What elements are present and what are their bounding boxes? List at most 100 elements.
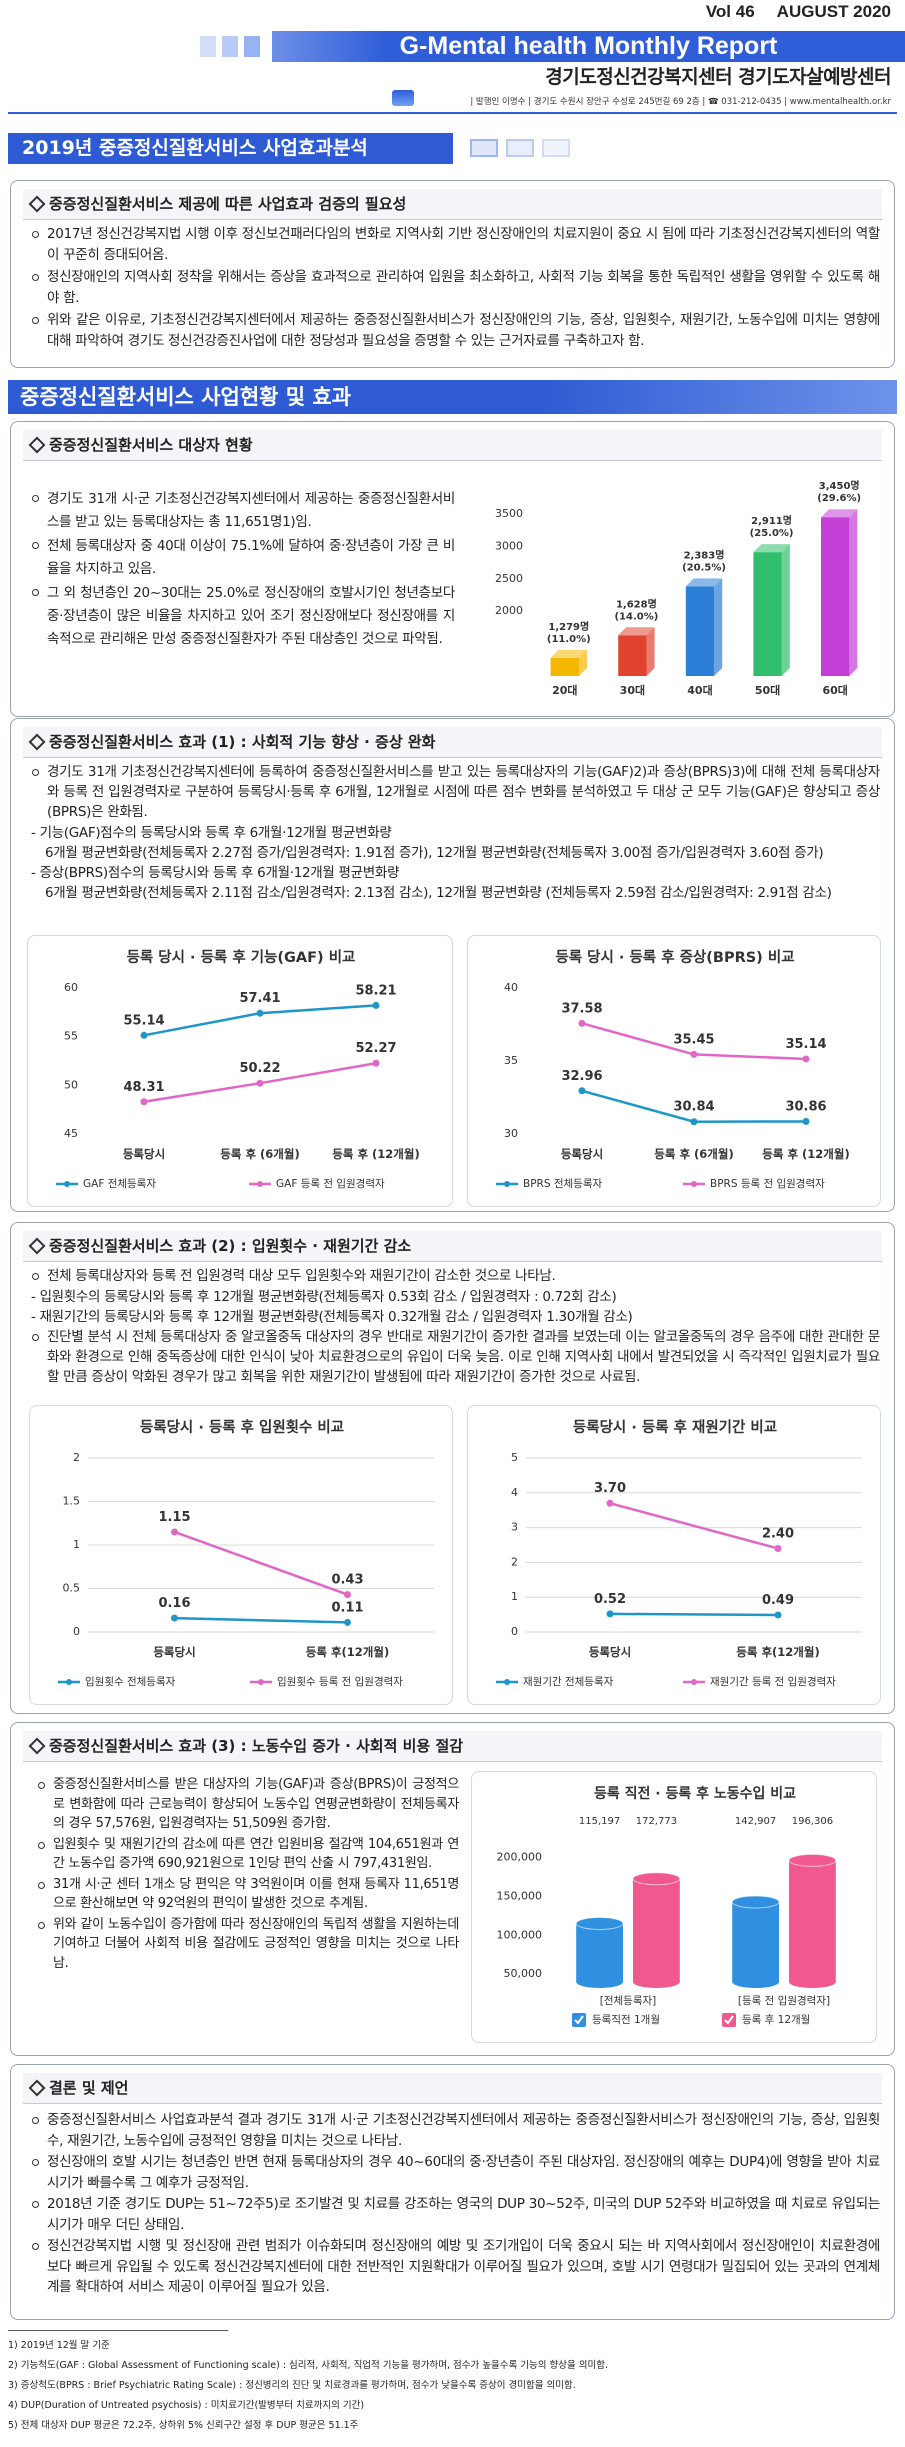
data-point xyxy=(344,1618,351,1626)
bullet: 정신장애인의 지역사회 정착을 위해서는 증상을 효과적으로 관리하여 입원을 … xyxy=(25,267,880,309)
data-point xyxy=(578,1019,586,1027)
bullet: 그 외 청년층인 20~30대는 25.0%로 정신장애의 호발시기인 청년층보… xyxy=(25,582,455,651)
bar-top xyxy=(731,1895,780,1909)
data-label: (25.0%) xyxy=(750,528,794,539)
y-tick-label: 60 xyxy=(64,981,78,994)
y-tick-label: 150,000 xyxy=(497,1889,543,1902)
bar-top xyxy=(618,627,655,636)
footnote: 2) 기능척도(GAF : Global Assessment of Funct… xyxy=(8,2360,608,2371)
bar-side xyxy=(714,578,723,676)
change-label: - 재원기간의 등록당시와 등록 후 12개월 평균변화량(전체등록자 0.32… xyxy=(31,1309,633,1325)
legend-check xyxy=(724,2015,734,2025)
y-tick-label: 45 xyxy=(64,1127,78,1140)
data-label: 115,197 xyxy=(579,1816,620,1827)
y-tick-label: 1 xyxy=(73,1538,80,1551)
data-point xyxy=(372,1001,380,1009)
footnote: 3) 증상척도(BPRS : Brief Psychiatric Rating … xyxy=(8,2380,576,2391)
box-heading: 중증정신질환서비스 효과 (3) : 노동수입 증가 · 사회적 비용 절감 xyxy=(23,1731,882,1762)
bullet: 전체 등록대상자 중 40대 이상이 75.1%에 달하여 중·장년층이 가장 … xyxy=(25,535,455,581)
bar xyxy=(576,1923,623,1982)
data-label: 0.43 xyxy=(331,1573,363,1588)
section-banner: 2019년 중증정신질환서비스 사업효과분석 xyxy=(8,133,453,164)
box-text: 중증정신질환서비스 사업효과분석 결과 경기도 31개 시·군 기초정신건강복지… xyxy=(25,2110,880,2298)
y-tick-label: 100,000 xyxy=(497,1928,543,1941)
issue: Vol 46 AUGUST 2020 xyxy=(706,2,891,22)
bar-top xyxy=(685,578,723,587)
y-tick-label: 0 xyxy=(511,1625,518,1638)
chart-title: 등록당시 · 등록 후 재원기간 비교 xyxy=(573,1418,777,1436)
admission-chart: 등록당시 · 등록 후 입원횟수 비교 0 0.5 1 1.5 2 등록당시 등록 후(12개… xyxy=(29,1405,453,1705)
data-point xyxy=(344,1591,351,1599)
decoration xyxy=(200,36,216,57)
y-tick-label: 2 xyxy=(511,1555,518,1568)
x-tick-label: [등록 전 입원경력자] xyxy=(738,1994,830,2007)
bar-side xyxy=(578,649,587,676)
bullet: 중증정신질환서비스 사업효과분석 결과 경기도 31개 시·군 기초정신건강복지… xyxy=(25,2110,880,2151)
data-label: 142,907 xyxy=(735,1816,776,1827)
y-tick-label: 1 xyxy=(511,1590,518,1603)
change-detail: 6개월 평균변화량(전체등록자 2.11점 감소/입원경력자: 2.13점 감소… xyxy=(45,885,832,901)
y-tick-label: 1.5 xyxy=(63,1495,81,1508)
data-label: 3.70 xyxy=(594,1481,626,1496)
bar-side xyxy=(646,627,655,676)
data-label: 32.96 xyxy=(561,1069,602,1084)
data-label: 1.15 xyxy=(158,1510,190,1525)
footnote: 1) 2019년 12월 말 기준 xyxy=(8,2340,110,2351)
x-tick-label: 50대 xyxy=(755,683,780,697)
data-point xyxy=(140,1098,148,1106)
box-text: 경기도 31개 기초정신건강복지센터에 등록하여 중증정신질환서비스를 받고 있… xyxy=(25,762,880,903)
data-point xyxy=(606,1499,614,1507)
data-point xyxy=(372,1059,380,1067)
decoration xyxy=(542,139,570,157)
decoration xyxy=(222,36,238,57)
y-tick-label: 3500 xyxy=(495,507,523,520)
data-point xyxy=(802,1117,810,1125)
box-text: 전체 등록대상자와 등록 전 입원경력 대상 모두 입원횟수와 재원기간이 감소… xyxy=(25,1266,880,1387)
age-chart: 2000 2500 3000 3500 1,279명(11.0%) 20대 1,628명(1… xyxy=(469,466,883,706)
volume: Vol 46 xyxy=(705,2,755,21)
y-tick-label: 40 xyxy=(504,981,518,994)
data-label: (11.0%) xyxy=(547,634,591,645)
data-point xyxy=(774,1544,782,1552)
data-label: 1,279명 xyxy=(548,620,589,633)
section-banner: 중증정신질환서비스 사업현황 및 효과 xyxy=(8,380,897,414)
legend-marker xyxy=(64,1181,70,1187)
x-tick-label: 등록 후 (12개월) xyxy=(332,1147,419,1161)
series-line xyxy=(609,1612,779,1617)
bullet: 입원횟수 및 재원기간의 감소에 따른 연간 입원비용 절감액 104,651원… xyxy=(31,1835,459,1874)
data-label: (20.5%) xyxy=(682,562,726,573)
series-line xyxy=(609,1502,779,1550)
data-point xyxy=(578,1087,586,1095)
data-point xyxy=(606,1610,614,1618)
x-tick-label: 등록당시 xyxy=(561,1147,603,1161)
legend-marker xyxy=(504,1181,510,1187)
data-label: 35.14 xyxy=(785,1037,826,1052)
box-text: 경기도 31개 시·군 기초정신건강복지센터에서 제공하는 중증정신질환서비스를… xyxy=(25,488,455,652)
divider xyxy=(8,2330,228,2331)
decoration xyxy=(506,139,534,157)
publisher-info: | 발행인 이명수 | 경기도 수원시 장안구 수성로 245번길 69 2층 … xyxy=(470,97,891,107)
bar xyxy=(685,586,715,676)
data-label: 55.14 xyxy=(123,1013,164,1028)
data-point xyxy=(802,1055,810,1063)
legend-check xyxy=(574,2015,584,2025)
data-point xyxy=(171,1614,178,1622)
box-heading: 중증정신질환서비스 효과 (1) : 사회적 기능 향상 · 증상 완화 xyxy=(23,727,882,758)
data-point xyxy=(256,1009,264,1017)
box-heading: 결론 및 제언 xyxy=(23,2073,882,2104)
y-tick-label: 0.5 xyxy=(63,1582,81,1595)
legend-marker xyxy=(257,1181,263,1187)
bar-top xyxy=(575,1917,624,1931)
change-label: - 기능(GAF)점수의 등록당시와 등록 후 6개월·12개월 평균변화량 xyxy=(31,825,392,841)
legend-marker xyxy=(504,1679,510,1685)
data-label: (29.6%) xyxy=(817,493,861,504)
data-label: 0.52 xyxy=(594,1592,626,1607)
effect2-box: 중증정신질환서비스 효과 (2) : 입원횟수 · 재원기간 감소 전체 등록대… xyxy=(10,1222,895,1714)
target-box: 중증정신질환서비스 대상자 현황 경기도 31개 시·군 기초정신건강복지센터에… xyxy=(10,421,895,717)
chart-title: 등록 당시 · 등록 후 기능(GAF) 비교 xyxy=(127,948,356,966)
footnote: 4) DUP(Duration of Untreated psychosis) … xyxy=(8,2400,365,2411)
data-label: 30.84 xyxy=(673,1100,714,1115)
y-tick-label: 200,000 xyxy=(497,1851,543,1864)
effect1-box: 중증정신질환서비스 효과 (1) : 사회적 기능 향상 · 증상 완화 경기도… xyxy=(10,718,895,1212)
bar xyxy=(753,552,782,676)
